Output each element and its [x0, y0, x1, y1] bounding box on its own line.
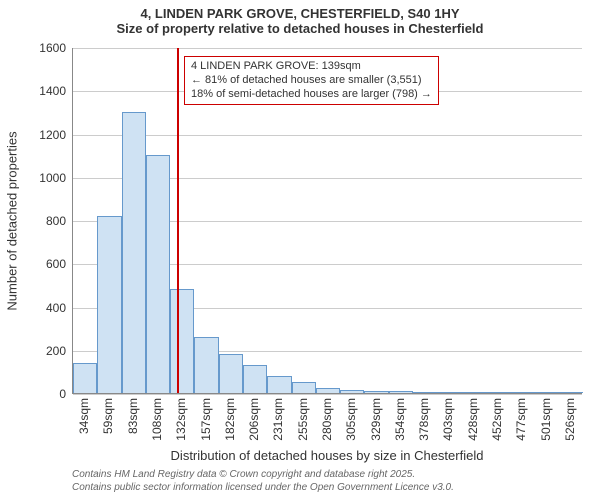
y-axis-title: Number of detached properties — [5, 131, 20, 310]
annotation-line-2: ← 81% of detached houses are smaller (3,… — [191, 74, 432, 88]
histogram-bar — [437, 392, 461, 393]
histogram-bar — [122, 112, 146, 393]
footer-line-2: Contains public sector information licen… — [72, 481, 454, 494]
annotation-line-3: 18% of semi-detached houses are larger (… — [191, 88, 432, 102]
y-tick-label: 1000 — [39, 171, 66, 185]
x-tick-label: 403sqm — [441, 398, 455, 441]
histogram-bar — [219, 354, 243, 393]
histogram-bar — [194, 337, 218, 393]
histogram-bar — [267, 376, 291, 393]
histogram-bar — [413, 392, 437, 393]
x-tick-label: 34sqm — [77, 398, 91, 434]
histogram-bar — [389, 391, 413, 393]
x-tick-label: 378sqm — [417, 398, 431, 441]
histogram-bar — [97, 216, 121, 393]
x-tick-label: 206sqm — [247, 398, 261, 441]
histogram-bar — [462, 392, 486, 393]
histogram-bar — [73, 363, 97, 393]
footer-line-1: Contains HM Land Registry data © Crown c… — [72, 468, 454, 481]
gridline — [73, 48, 582, 49]
y-tick-label: 1600 — [39, 41, 66, 55]
property-size-histogram: 4, LINDEN PARK GROVE, CHESTERFIELD, S40 … — [0, 0, 600, 500]
x-tick-label: 132sqm — [174, 398, 188, 441]
y-tick-label: 0 — [59, 387, 66, 401]
histogram-bar — [510, 392, 534, 393]
attribution-footer: Contains HM Land Registry data © Crown c… — [72, 468, 454, 494]
histogram-bar — [534, 392, 558, 393]
x-axis-title: Distribution of detached houses by size … — [171, 448, 484, 463]
x-tick-label: 329sqm — [369, 398, 383, 441]
y-tick-label: 800 — [46, 214, 66, 228]
x-tick-label: 280sqm — [320, 398, 334, 441]
x-tick-label: 305sqm — [344, 398, 358, 441]
x-tick-label: 354sqm — [393, 398, 407, 441]
histogram-bar — [316, 388, 340, 393]
x-tick-label: 452sqm — [490, 398, 504, 441]
gridline — [73, 135, 582, 136]
x-tick-label: 477sqm — [514, 398, 528, 441]
x-tick-label: 182sqm — [223, 398, 237, 441]
y-tick-label: 1400 — [39, 84, 66, 98]
histogram-bar — [243, 365, 267, 393]
x-tick-label: 83sqm — [126, 398, 140, 434]
histogram-bar — [170, 289, 194, 393]
x-tick-label: 501sqm — [539, 398, 553, 441]
histogram-bar — [146, 155, 170, 393]
y-tick-label: 600 — [46, 257, 66, 271]
annotation-line-1: 4 LINDEN PARK GROVE: 139sqm — [191, 60, 432, 74]
histogram-bar — [340, 390, 364, 393]
chart-title-sub: Size of property relative to detached ho… — [0, 21, 600, 36]
y-tick-label: 200 — [46, 344, 66, 358]
x-tick-label: 428sqm — [466, 398, 480, 441]
histogram-bar — [292, 382, 316, 393]
subject-property-marker — [177, 48, 179, 393]
histogram-bar — [559, 392, 583, 393]
x-tick-label: 526sqm — [563, 398, 577, 441]
x-tick-label: 157sqm — [199, 398, 213, 441]
y-tick-label: 400 — [46, 301, 66, 315]
x-tick-label: 59sqm — [101, 398, 115, 434]
x-tick-label: 108sqm — [150, 398, 164, 441]
histogram-bar — [364, 391, 388, 393]
chart-title-main: 4, LINDEN PARK GROVE, CHESTERFIELD, S40 … — [0, 0, 600, 21]
x-tick-label: 231sqm — [271, 398, 285, 441]
histogram-bar — [486, 392, 510, 393]
x-tick-label: 255sqm — [296, 398, 310, 441]
annotation-box: 4 LINDEN PARK GROVE: 139sqm ← 81% of det… — [184, 56, 439, 105]
y-tick-label: 1200 — [39, 128, 66, 142]
gridline — [73, 394, 582, 395]
